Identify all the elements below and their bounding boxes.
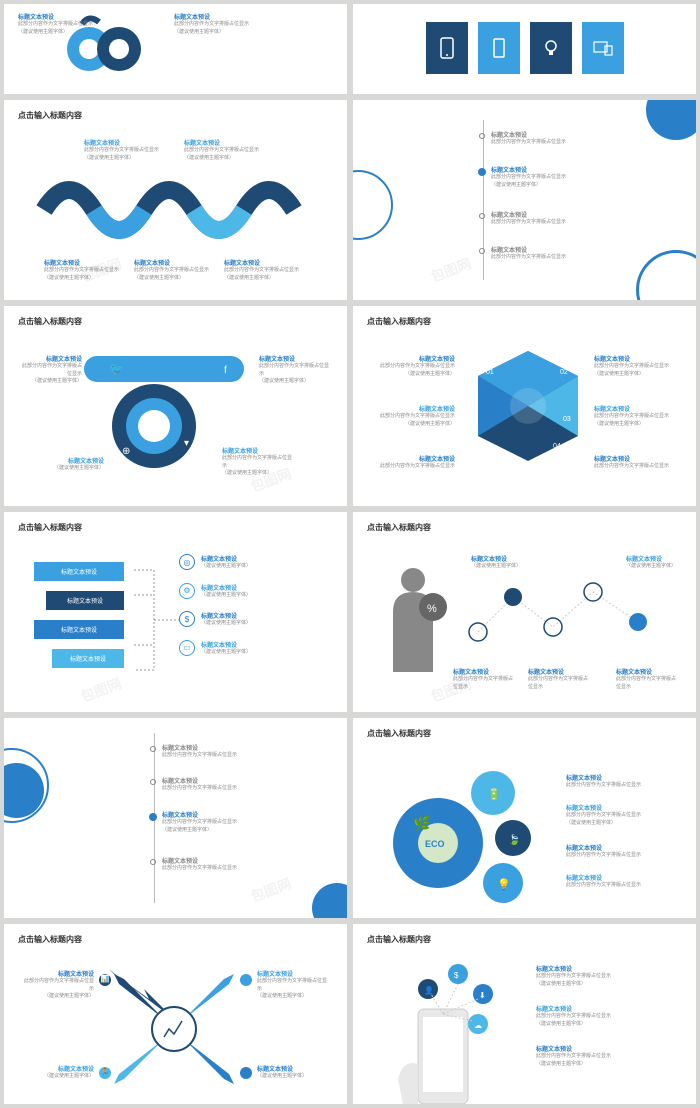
run-icon: 🏃 (99, 1067, 111, 1079)
bulb-icon (543, 38, 559, 58)
icon-box (582, 22, 624, 74)
svg-text:⊕: ⊕ (122, 446, 130, 457)
label: 标题文本预设 (174, 12, 249, 21)
box: 标题文本预设 (52, 649, 124, 668)
label: 标题文本预设 (184, 138, 259, 147)
label: 标题文本预设 (134, 258, 209, 267)
svg-text:☁: ☁ (474, 1021, 482, 1030)
svg-text:▾: ▾ (184, 438, 189, 449)
svg-text:$: $ (454, 971, 459, 980)
slide-timeline2: 标题文本预设此部分内容作为文字排版占位显示 标题文本预设此部分内容作为文字排版占… (4, 718, 347, 918)
wave-graphic (34, 160, 314, 260)
svg-text:👤: 👤 (424, 985, 434, 995)
svg-text:03: 03 (563, 416, 571, 423)
arrows-graphic (94, 959, 254, 1099)
circle-deco (312, 883, 347, 918)
timeline-line (483, 120, 484, 280)
slide-social: 点击输入标题内容 🐦 f ⊕ ▾ 标题文本预设此部分内容作为文字排版占位显示（建… (4, 306, 347, 506)
slide-phone: 点击输入标题内容 👤 $ ⬇ ☁ 标题文本预设此部分内容作为文字排版占位显示（建… (353, 924, 696, 1104)
svg-text:01: 01 (486, 369, 494, 376)
box: 标题文本预设 (34, 620, 124, 639)
svg-text:🔋: 🔋 (487, 788, 501, 801)
svg-text:💡: 💡 (497, 878, 511, 891)
icon-box (478, 22, 520, 74)
target-icon: ◎ (179, 554, 195, 570)
briefcase-icon: ▭ (179, 640, 195, 656)
slide-wave: 点击输入标题内容 标题文本预设此部分内容作为文字排版占位显示（建议使用主题字体）… (4, 100, 347, 300)
label: 标题文本预设 (18, 12, 93, 21)
label: 标题文本预设 (44, 258, 119, 267)
chart-icon: 📊 (99, 974, 111, 986)
svg-text:%: % (427, 603, 437, 615)
slide-arrows: 点击输入标题内容 标题文本预设此部分内容作为文字排版占位显示（建议使用主题字体）… (4, 924, 347, 1104)
svg-text:⬇: ⬇ (479, 991, 486, 1000)
label: 标题文本预设 (84, 138, 159, 147)
slide-businessman: 点击输入标题内容 % 标题文本预设（建议使用主题字体） 标题文本预设（建议使用主… (353, 512, 696, 712)
box: 标题文本预设 (46, 591, 124, 610)
network-graphic (463, 577, 663, 657)
svg-text:f: f (224, 365, 227, 376)
dot-icon (240, 974, 252, 986)
desc: （建议使用主题字体） (174, 29, 249, 37)
mobile-icon (492, 38, 506, 58)
phone-icon (439, 37, 455, 59)
hex-graphic: 01 02 03 04 (458, 346, 598, 476)
label: 标题文本预设 (224, 258, 299, 267)
circle-deco-ring (353, 170, 393, 240)
desc: 此部分内容作为文字排版占位显示 (18, 21, 93, 29)
slide-1a: 标题文本预设 此部分内容作为文字排版占位显示 （建议使用主题字体） 标题文本预设… (4, 4, 347, 94)
icon-box (426, 22, 468, 74)
circle-deco-ring (636, 250, 696, 300)
desc: （建议使用主题字体） (18, 29, 93, 37)
svg-text:ECO: ECO (425, 839, 445, 849)
dot-icon (240, 1067, 252, 1079)
phone-graphic: 👤 $ ⬇ ☁ (383, 959, 513, 1104)
box: 标题文本预设 (34, 562, 124, 581)
slide-boxes: 点击输入标题内容 标题文本预设 标题文本预设 标题文本预设 标题文本预设 ◎标题… (4, 512, 347, 712)
dollar-icon: $ (179, 611, 195, 627)
slide-timeline: 标题文本预设此部分内容作为文字排版占位显示 标题文本预设此部分内容作为文字排版占… (353, 100, 696, 300)
slide-eco: 点击输入标题内容 ECO 🔋 🍃 💡 🌿 标题文本预设此部分内容作为文字排版占位… (353, 718, 696, 918)
svg-text:🐦: 🐦 (109, 362, 124, 376)
desc: 此部分内容作为文字排版占位显示 (174, 21, 249, 29)
circle-deco (646, 100, 696, 140)
slide-hex: 点击输入标题内容 01 02 03 04 标题文本预设此部分内容作为文字排版占位… (353, 306, 696, 506)
connector (134, 560, 184, 680)
businessman-icon: % (383, 562, 453, 672)
eco-graphic: ECO 🔋 🍃 💡 🌿 (383, 758, 553, 908)
svg-text:02: 02 (560, 369, 568, 376)
icon-box (530, 22, 572, 74)
slide-grid: 标题文本预设 此部分内容作为文字排版占位显示 （建议使用主题字体） 标题文本预设… (0, 0, 700, 1108)
svg-text:04: 04 (553, 443, 561, 450)
svg-text:🌿: 🌿 (413, 815, 430, 832)
circle-deco-ring (4, 748, 49, 823)
svg-text:🍃: 🍃 (508, 833, 520, 846)
gear-icon: ⚙ (179, 583, 195, 599)
slide-title: 点击输入标题内容 (4, 100, 347, 121)
slide-1b (353, 4, 696, 94)
devices-icon (593, 40, 613, 56)
